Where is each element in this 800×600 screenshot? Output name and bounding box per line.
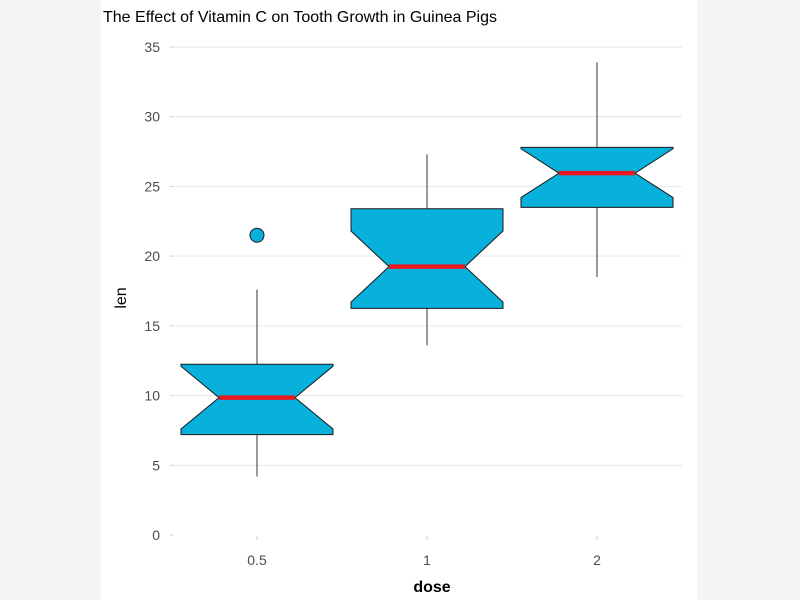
box-0.5 <box>180 227 334 477</box>
y-tick-label-30: 30 <box>144 109 160 125</box>
x-axis: 0.5 1 2 <box>247 536 601 568</box>
box-body-2 <box>520 146 674 208</box>
boxes <box>180 62 674 477</box>
y-tick-label-5: 5 <box>152 457 160 473</box>
y-tick-label-35: 35 <box>144 39 160 55</box>
y-tick-label-10: 10 <box>144 388 160 404</box>
y-axis: 0 5 10 15 20 25 30 35 <box>144 39 173 543</box>
y-tick-label-25: 25 <box>144 178 160 194</box>
box-body-1 <box>350 208 504 309</box>
box-1 <box>350 154 504 346</box>
x-tick-label-1: 1 <box>423 552 431 568</box>
y-tick-label-0: 0 <box>152 527 160 543</box>
chart-title: The Effect of Vitamin C on Tooth Growth … <box>103 9 497 26</box>
box-2 <box>520 62 674 278</box>
x-tick-label-0.5: 0.5 <box>247 552 267 568</box>
x-tick-label-2: 2 <box>593 552 601 568</box>
y-tick-label-15: 15 <box>144 318 160 334</box>
x-axis-title: dose <box>413 579 450 596</box>
outlier-0.5-0 <box>249 227 265 243</box>
y-tick-label-20: 20 <box>144 248 160 264</box>
y-axis-title: len <box>113 287 130 308</box>
